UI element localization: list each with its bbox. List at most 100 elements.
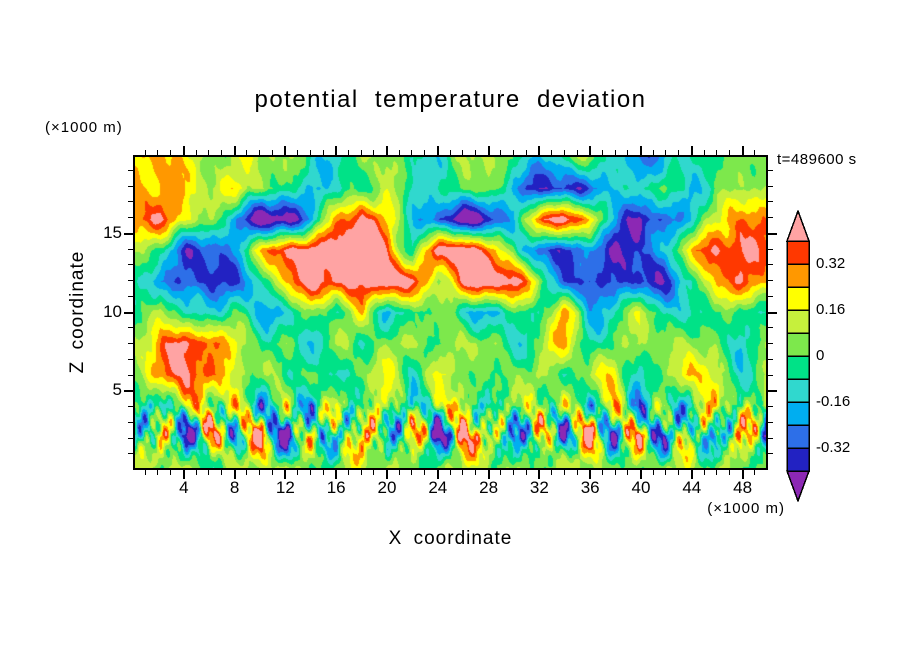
tick-mark [754,150,756,155]
tick-mark [144,150,146,155]
tick-mark [754,470,756,475]
tick-mark [690,470,693,479]
tick-mark [284,470,287,479]
x-tick-label: 44 [682,478,702,497]
tick-mark [373,470,375,475]
colorbar-segment [786,447,810,472]
tick-mark [551,150,553,155]
tick-mark [157,150,159,155]
tick-mark [220,470,222,475]
tick-mark [768,169,773,171]
tick-mark [551,470,553,475]
tick-mark [124,311,133,314]
tick-mark [601,150,603,155]
tick-mark [128,358,133,360]
tick-mark [360,150,362,155]
tick-mark [271,150,273,155]
tick-mark [128,406,133,407]
colorbar-svg [785,208,811,504]
tick-mark [678,470,680,475]
tick-mark [665,150,667,155]
tick-mark [768,201,773,203]
tick-mark [462,150,464,155]
tick-mark [513,150,514,155]
tick-mark [128,185,133,187]
contour-field [135,157,766,468]
tick-mark [322,470,324,475]
tick-mark [398,470,400,475]
colorbar-segment [786,378,810,403]
tick-mark [768,343,773,344]
tick-mark [768,358,773,360]
colorbar-label: 0 [816,347,825,364]
x-tick-label: 8 [229,478,240,497]
z-axis-tick-labels: 5 10 15 [84,155,122,470]
tick-mark [768,327,773,329]
x-axis-title: X coordinate [388,528,513,549]
tick-mark [627,150,629,155]
tick-mark [716,470,718,475]
tick-mark [246,470,248,475]
tick-mark [601,470,603,475]
tick-mark [128,421,133,423]
x-tick-label: 40 [631,478,651,497]
tick-mark [424,470,426,475]
tick-mark [170,150,172,155]
x-tick-label: 32 [529,478,549,497]
tick-mark [525,470,527,475]
z-tick-label: 15 [103,222,122,242]
tick-mark [716,150,718,155]
x-axis-ticks-top [133,146,768,155]
tick-mark [487,146,490,155]
colorbar-segment [786,401,810,426]
tick-mark [128,264,133,266]
tick-mark [614,150,616,155]
tick-mark [703,470,705,475]
colorbar-segment [786,286,810,311]
tick-mark [513,470,514,475]
tick-mark [233,470,236,479]
tick-mark [208,470,210,475]
x-tick-label: 4 [179,478,189,497]
tick-mark [347,150,349,155]
tick-mark [309,150,311,155]
tick-mark [741,146,744,155]
tick-mark [128,374,133,376]
colorbar-arrow-down [785,470,811,504]
tick-mark [652,150,654,155]
x-axis-unit: (×1000 m) [707,500,785,517]
tick-mark [335,146,338,155]
tick-mark [259,470,260,475]
x-axis-ticks-bottom [133,470,768,479]
tick-mark [411,150,413,155]
tick-mark [373,150,375,155]
x-tick-label: 20 [377,478,397,497]
tick-mark [462,470,464,475]
colorbar-segment [786,355,810,380]
tick-mark [627,470,629,475]
tick-mark [128,169,133,171]
x-axis-tick-labels: 4 8 12 16 20 24 28 32 36 40 44 48 [133,478,768,500]
tick-mark [128,343,133,344]
tick-mark [128,453,133,455]
tick-mark [233,146,236,155]
tick-mark [728,470,730,475]
tick-mark [449,150,451,155]
tick-mark [182,470,185,479]
colorbar-segment [786,263,810,288]
tick-mark [128,327,133,329]
tick-mark [436,470,439,479]
tick-mark [768,453,773,455]
z-tick-label: 10 [103,301,122,321]
tick-mark [449,470,451,475]
tick-mark [703,150,705,155]
tick-mark [768,406,773,407]
colorbar-segment [786,240,810,265]
tick-mark [563,470,565,475]
tick-mark [576,470,578,475]
tick-mark [640,146,642,155]
tick-mark [259,150,260,155]
x-tick-label: 16 [326,478,346,497]
colorbar-label: 0.32 [816,255,846,272]
colorbar-segment [786,309,810,334]
